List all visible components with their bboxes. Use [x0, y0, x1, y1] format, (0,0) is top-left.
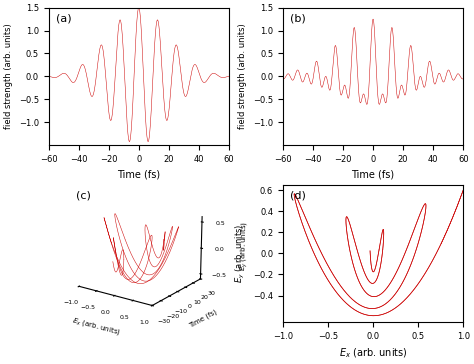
Text: (d): (d) [290, 190, 306, 201]
X-axis label: $E_x$ (arb. units): $E_x$ (arb. units) [71, 315, 121, 337]
Text: (a): (a) [56, 13, 72, 23]
Y-axis label: $E_y$ (arb. units): $E_y$ (arb. units) [234, 224, 247, 283]
X-axis label: Time (fs): Time (fs) [117, 169, 160, 179]
Y-axis label: field strength (arb. units): field strength (arb. units) [238, 23, 247, 129]
Text: (b): (b) [290, 13, 306, 23]
Y-axis label: Time (fs): Time (fs) [188, 309, 218, 329]
Text: (c): (c) [76, 190, 91, 201]
X-axis label: $E_x$ (arb. units): $E_x$ (arb. units) [339, 346, 407, 360]
Y-axis label: field strength (arb. units): field strength (arb. units) [4, 23, 13, 129]
X-axis label: Time (fs): Time (fs) [352, 169, 395, 179]
